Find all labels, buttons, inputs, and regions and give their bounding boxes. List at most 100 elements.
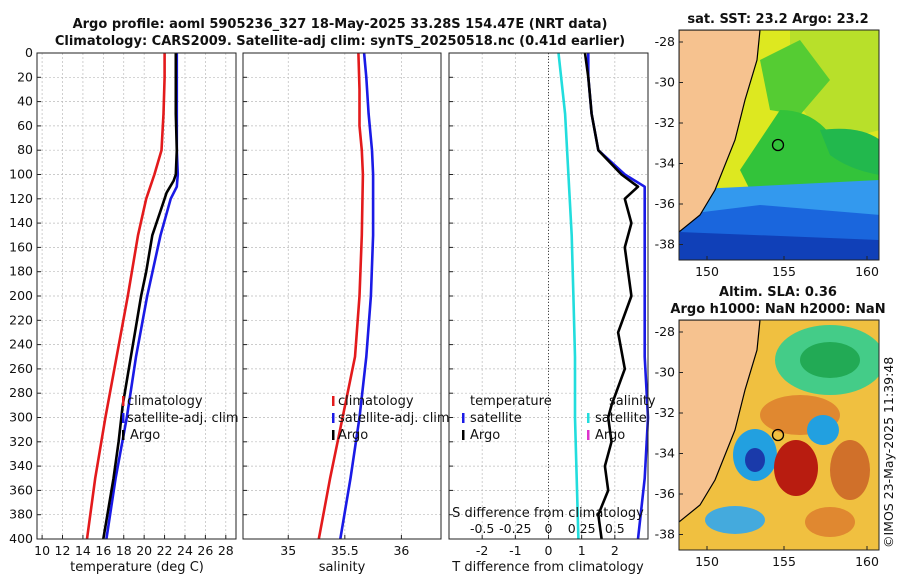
difference-legend: temperature satellite Argo salinity sate… xyxy=(462,394,656,443)
map-x-tick-label: 155 xyxy=(772,554,796,569)
y-tick-label: 60 xyxy=(17,118,33,133)
sla-warm-eddy xyxy=(774,440,818,496)
y-tick-label: 200 xyxy=(9,288,33,303)
diff-legend-temp-argo: Argo xyxy=(470,428,500,443)
sal-legend-satclim-label: satellite-adj. clim xyxy=(338,411,450,426)
y-tick-label: 0 xyxy=(25,45,33,60)
y-tick-label: 280 xyxy=(9,385,33,400)
temperature-panel: 10 12 14 16 18 20 22 24 26 2802040608010012014016… xyxy=(9,45,237,558)
y-tick-label: 340 xyxy=(9,458,33,473)
sla-map-frame xyxy=(678,319,880,551)
series-line-argo xyxy=(102,53,179,540)
x-tick-label: 26 xyxy=(197,543,213,558)
salinity-legend: climatology satellite-adj. clim Argo xyxy=(332,394,450,443)
sal-legend-swatch-satclim xyxy=(332,413,335,423)
x-tick-label: 10 xyxy=(34,543,50,558)
panel-frame xyxy=(242,52,442,540)
map-y-tick-label: -36 xyxy=(655,486,675,501)
y-tick-label: 160 xyxy=(9,239,33,254)
y-tick-label: 300 xyxy=(9,410,33,425)
diff-legend-temp-argo-swatch xyxy=(462,430,465,440)
diff-legend-sal-argo: Argo xyxy=(595,428,625,443)
x-tick-label: 1 xyxy=(578,543,586,558)
x-tick-label: 35 xyxy=(280,543,296,558)
map-x-tick-label: 150 xyxy=(695,554,719,569)
x-tick-label: -2 xyxy=(476,543,488,558)
x-tick-label: 14 xyxy=(75,543,91,558)
sst-map-frame xyxy=(678,29,880,261)
sla-land xyxy=(679,320,761,523)
sal-legend-clim-label: climatology xyxy=(338,394,414,409)
temperature-legend: climatology satellite-adj. clim Argo xyxy=(122,394,239,443)
map-y-tick-label: -32 xyxy=(655,405,675,420)
x-tick-label-top: -0.5 xyxy=(470,521,494,536)
map-y-tick-label: -36 xyxy=(655,196,675,211)
diff-legend-sal-title: salinity xyxy=(609,394,656,409)
map-x-tick-label: 160 xyxy=(855,554,879,569)
y-tick-label: 120 xyxy=(9,191,33,206)
salinity-diff-xlabel: S difference from climatology xyxy=(452,506,644,521)
map-x-tick-label: 160 xyxy=(855,264,879,279)
sla-map-title: Altim. SLA: 0.36 xyxy=(719,285,837,300)
x-tick-label: 20 xyxy=(136,543,152,558)
x-tick-label: 22 xyxy=(157,543,173,558)
diff-legend-sal-argo-swatch xyxy=(587,430,590,440)
x-tick-label: 12 xyxy=(55,543,71,558)
diff-legend-sal-sat: satellite xyxy=(595,411,647,426)
y-tick-label: 140 xyxy=(9,215,33,230)
sal-legend-swatch-argo xyxy=(332,430,335,440)
sla-map-subtitle: Argo h1000: NaN h2000: NaN xyxy=(670,302,885,317)
diff-legend-sal-sat-swatch xyxy=(587,413,590,423)
sal-legend-swatch-clim xyxy=(332,396,335,406)
panel-frame xyxy=(36,52,237,540)
sst-map-ticks: 150 155 160 -28 -30 -32 -34 -36 -38 xyxy=(655,34,879,279)
legend-clim-label: climatology xyxy=(127,394,203,409)
sst-deep-blue xyxy=(679,232,879,260)
legend-swatch-satclim xyxy=(122,413,125,423)
x-tick-label: 2 xyxy=(611,543,619,558)
chart-title: Argo profile: aoml 5905236_327 18-May-20… xyxy=(73,17,608,32)
y-tick-label: 20 xyxy=(17,69,33,84)
sla-map xyxy=(679,320,879,550)
y-tick-label: 80 xyxy=(17,142,33,157)
map-y-tick-label: -32 xyxy=(655,115,675,130)
difference-xlabel: T difference from climatology xyxy=(451,560,644,575)
sla-warm-east xyxy=(830,440,870,500)
y-tick-label: 320 xyxy=(9,434,33,449)
x-tick-label: 36 xyxy=(393,543,409,558)
imos-credit: ©IMOS 23-May-2025 11:39:48 xyxy=(881,357,896,548)
x-tick-label: 18 xyxy=(116,543,132,558)
x-tick-label: 35.5 xyxy=(331,543,359,558)
sal-legend-argo-label: Argo xyxy=(338,428,368,443)
y-tick-label: 40 xyxy=(17,94,33,109)
map-y-tick-label: -28 xyxy=(655,324,675,339)
map-y-tick-label: -30 xyxy=(655,365,675,380)
y-tick-label: 100 xyxy=(9,167,33,182)
map-y-tick-label: -30 xyxy=(655,75,675,90)
x-tick-label-top: 0 xyxy=(545,521,553,536)
sst-map-title: sat. SST: 23.2 Argo: 23.2 xyxy=(687,12,868,27)
salinity-xlabel: salinity xyxy=(319,560,366,575)
map-y-tick-label: -38 xyxy=(655,527,675,542)
legend-satclim-label: satellite-adj. clim xyxy=(127,411,239,426)
y-tick-label: 180 xyxy=(9,264,33,279)
y-tick-label: 240 xyxy=(9,337,33,352)
x-tick-label-top: 0.25 xyxy=(568,521,596,536)
sla-map-ticks: 150 155 160 -28 -30 -32 -34 -36 -38 xyxy=(655,324,879,569)
chart-subtitle: Climatology: CARS2009. Satellite-adj cli… xyxy=(55,34,625,49)
map-x-tick-label: 150 xyxy=(695,264,719,279)
x-tick-label: 16 xyxy=(95,543,111,558)
x-tick-label: -1 xyxy=(509,543,521,558)
sst-argo-marker xyxy=(771,138,785,152)
series-line-climatology xyxy=(317,52,365,540)
difference-panel: -2 -1 0 1 2 -0.5 -0.25 0 0.25 0.5 xyxy=(448,52,650,558)
series-line-s-satellite xyxy=(557,52,580,540)
panel-frame xyxy=(448,52,649,540)
map-x-tick-label: 155 xyxy=(772,264,796,279)
y-tick-label: 380 xyxy=(9,507,33,522)
x-tick-label: 0 xyxy=(545,543,553,558)
x-tick-label-top: 0.5 xyxy=(605,521,625,536)
sla-cold-south xyxy=(705,506,765,534)
map-y-tick-label: -28 xyxy=(655,34,675,49)
sla-cyclone-north-core xyxy=(800,342,860,378)
